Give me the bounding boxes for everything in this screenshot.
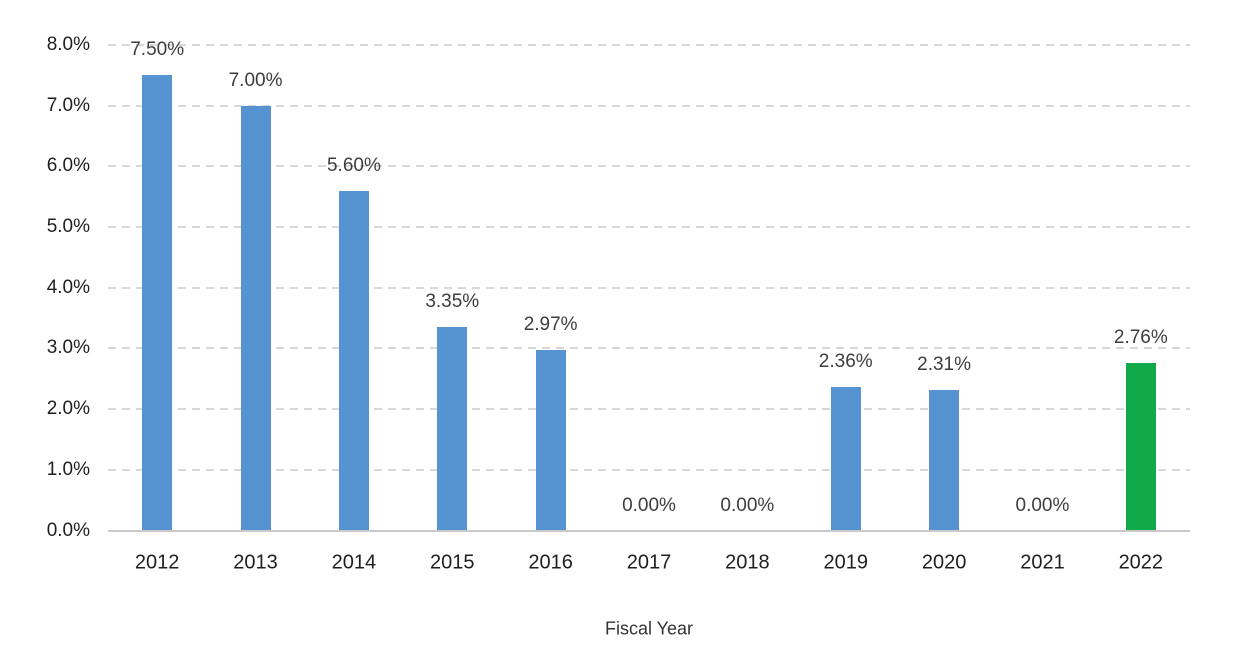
bar-2012: [142, 75, 173, 531]
data-label-2018: 0.00%: [720, 494, 775, 516]
gridline: [108, 44, 1190, 46]
bar-2020: [929, 390, 960, 531]
gridline: [108, 286, 1190, 289]
x-axis-line: [108, 529, 1190, 532]
x-tick-label-2013: 2013: [233, 551, 278, 574]
x-axis-title: Fiscal Year: [604, 618, 694, 639]
x-tick-label-2016: 2016: [528, 551, 573, 574]
data-label-2019: 2.36%: [818, 351, 873, 373]
y-tick-label: 8.0%: [46, 34, 90, 55]
y-tick-label: 4.0%: [46, 276, 90, 298]
bar-2022: [1125, 363, 1156, 531]
x-tick-label-2019: 2019: [823, 551, 868, 574]
x-tick-label-2018: 2018: [725, 551, 770, 574]
gridline: [108, 468, 1190, 471]
gridline: [108, 408, 1190, 411]
x-tick-label-2021: 2021: [1020, 551, 1065, 574]
y-tick-label: 6.0%: [46, 155, 90, 177]
bar-2014: [338, 190, 369, 531]
data-label-2017: 0.00%: [622, 494, 676, 516]
bar-2019: [830, 387, 861, 531]
y-tick-label: 1.0%: [46, 458, 90, 480]
data-label-2015: 3.35%: [425, 291, 480, 313]
gridline: [108, 165, 1190, 168]
data-label-2016: 2.97%: [523, 314, 578, 336]
data-label-2013: 7.00%: [228, 69, 283, 91]
y-tick-label: 2.0%: [46, 398, 90, 420]
x-tick-label-2017: 2017: [626, 551, 672, 574]
data-label-2014: 5.60%: [326, 154, 381, 176]
x-tick-label-2022: 2022: [1118, 551, 1164, 574]
gridline: [108, 226, 1190, 229]
y-tick-label: 5.0%: [46, 216, 90, 238]
data-label-2020: 2.31%: [917, 354, 972, 376]
y-tick-label: 7.0%: [46, 94, 90, 116]
bar-2015: [437, 327, 468, 531]
bar-2013: [240, 105, 271, 531]
y-tick-label: 0.0%: [46, 519, 90, 541]
bar-2016: [535, 350, 566, 531]
gridline: [108, 104, 1190, 107]
y-tick-label: 3.0%: [46, 337, 90, 359]
x-tick-label-2020: 2020: [921, 551, 967, 574]
gridline: [108, 347, 1190, 350]
x-tick-label-2014: 2014: [331, 551, 377, 574]
data-label-2012: 7.50%: [130, 39, 185, 61]
data-label-2021: 0.00%: [1015, 494, 1070, 516]
x-tick-label-2012: 2012: [134, 551, 180, 574]
data-label-2022: 2.76%: [1113, 327, 1168, 348]
x-tick-label-2015: 2015: [430, 551, 475, 574]
